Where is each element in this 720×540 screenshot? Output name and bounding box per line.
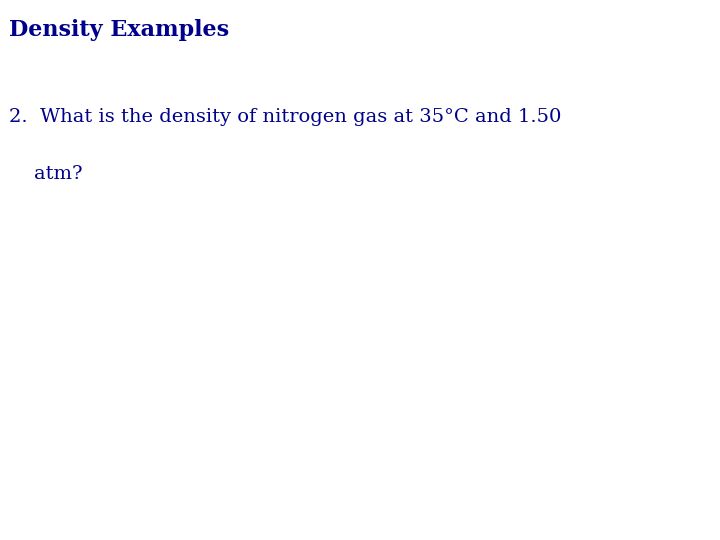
Text: atm?: atm? bbox=[9, 165, 82, 183]
Text: Density Examples: Density Examples bbox=[9, 19, 229, 41]
Text: 2.  What is the density of nitrogen gas at 35°C and 1.50: 2. What is the density of nitrogen gas a… bbox=[9, 108, 561, 126]
